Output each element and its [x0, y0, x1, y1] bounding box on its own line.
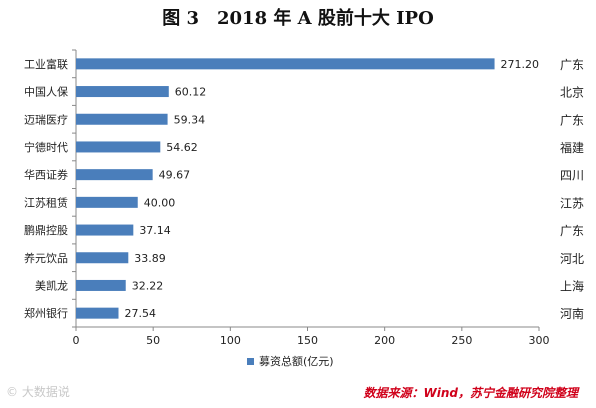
- legend-swatch: [247, 358, 254, 365]
- category-label: 迈瑞医疗: [24, 112, 68, 126]
- category-label: 美凯龙: [35, 279, 68, 292]
- region-label: 河南: [560, 306, 584, 321]
- category-label: 鹏鼎控股: [24, 223, 68, 237]
- watermark: © 大数据说: [6, 385, 70, 399]
- x-tick-label: 100: [220, 334, 241, 347]
- data-label: 59.34: [174, 113, 206, 126]
- bar: [76, 307, 119, 319]
- x-tick-label: 150: [297, 334, 318, 347]
- data-label: 54.62: [166, 141, 198, 154]
- x-tick-label: 50: [146, 334, 160, 347]
- region-label: 江苏: [560, 196, 584, 210]
- bar: [76, 141, 161, 153]
- region-label: 广东: [560, 113, 584, 127]
- category-label: 江苏租赁: [24, 195, 68, 209]
- category-label: 中国人保: [24, 85, 68, 99]
- data-label: 33.89: [134, 252, 166, 265]
- bar: [76, 224, 134, 236]
- data-label: 60.12: [175, 86, 207, 99]
- x-tick-label: 300: [529, 334, 550, 347]
- category-label: 郑州银行: [24, 306, 68, 320]
- bar: [76, 279, 126, 291]
- bar: [76, 252, 129, 264]
- bar: [76, 196, 138, 208]
- region-label: 广东: [560, 58, 584, 72]
- bar: [76, 58, 495, 70]
- data-label: 40.00: [144, 196, 176, 209]
- category-label: 宁德时代: [24, 140, 68, 154]
- data-label: 32.22: [132, 279, 164, 292]
- chart-title: 图 3 2018 年 A 股前十大 IPO: [162, 8, 434, 29]
- bar: [76, 169, 153, 181]
- region-label: 广东: [560, 224, 584, 238]
- category-label: 养元饮品: [24, 251, 68, 265]
- x-tick-label: 0: [73, 334, 80, 347]
- legend-label: 募资总额(亿元): [259, 354, 334, 368]
- category-label: 华西证券: [24, 168, 68, 182]
- source-note: 数据来源：Wind，苏宁金融研究院整理: [363, 386, 578, 400]
- x-tick-label: 250: [451, 334, 472, 347]
- region-label: 四川: [560, 169, 584, 183]
- data-label: 27.54: [125, 307, 157, 320]
- data-label: 49.67: [159, 169, 191, 182]
- region-label: 北京: [560, 86, 584, 100]
- region-label: 福建: [560, 140, 584, 155]
- data-label: 271.20: [501, 58, 540, 71]
- data-label: 37.14: [139, 224, 171, 237]
- category-label: 工业富联: [24, 57, 68, 71]
- x-tick-label: 200: [374, 334, 395, 347]
- bar: [76, 113, 168, 125]
- bar: [76, 86, 169, 98]
- region-label: 河北: [560, 252, 584, 266]
- region-label: 上海: [560, 278, 584, 293]
